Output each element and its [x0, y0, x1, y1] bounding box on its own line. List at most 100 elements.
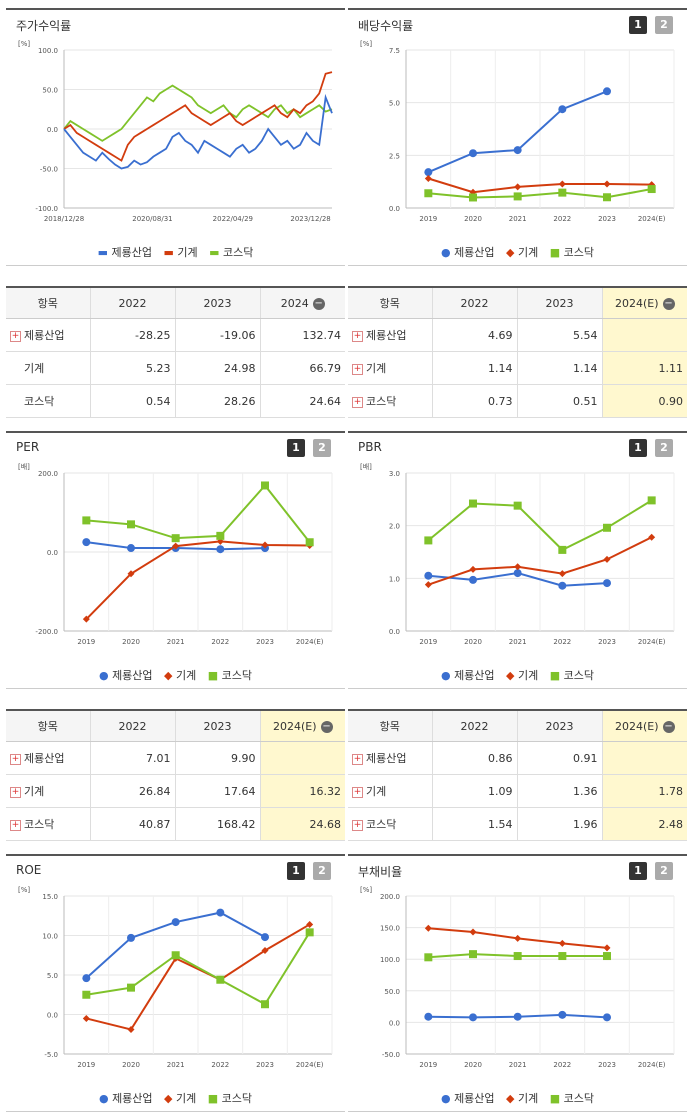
- legend-item-s1[interactable]: ● 제룡산업: [440, 1092, 495, 1105]
- col-header: 항목: [348, 286, 432, 319]
- expand-icon[interactable]: +: [10, 786, 21, 798]
- x-tick-label: 2022: [553, 638, 571, 646]
- expand-icon[interactable]: +: [352, 363, 363, 375]
- view-1-button[interactable]: 1: [629, 862, 647, 880]
- y-tick-label: 2.5: [389, 152, 400, 160]
- data-point-circle: [513, 1012, 522, 1021]
- data-point-circle: [261, 933, 269, 942]
- expand-icon[interactable]: +: [10, 819, 21, 831]
- col-header: 2024(E) −: [259, 709, 345, 742]
- view-1-button[interactable]: 1: [629, 16, 647, 34]
- y-tick-label: 150.0: [380, 925, 400, 933]
- chart-legend: ● 제룡산업 ◆ 기계 ■ 코스닥: [348, 1090, 687, 1106]
- legend-item-s1[interactable]: ● 제룡산업: [98, 1092, 153, 1105]
- expand-icon[interactable]: +: [352, 753, 363, 765]
- expand-icon[interactable]: +: [10, 330, 21, 342]
- legend-circle-icon: ●: [98, 669, 109, 682]
- data-point-circle: [171, 918, 180, 927]
- data-point-square: [647, 185, 656, 194]
- series-line-3: [428, 188, 652, 199]
- legend-item-s2[interactable]: ◆ 기계: [506, 1092, 539, 1105]
- view-2-button[interactable]: 2: [313, 439, 331, 457]
- x-tick-label: 2019: [419, 215, 437, 223]
- panel-title: ROE: [16, 863, 42, 877]
- data-point-circle: [469, 149, 477, 158]
- per-panel: PER 1 2 [배] 200.0 0.0 -200.0 2019 2020 2021 202…: [6, 431, 345, 689]
- legend-item-s1[interactable]: ● 제룡산업: [440, 669, 495, 682]
- legend-item-s3[interactable]: ▬ 코스닥: [209, 246, 254, 259]
- table-row: + 제룡산업 4.69 5.54: [348, 318, 687, 352]
- x-tick-label: 2024(E): [638, 1061, 666, 1069]
- data-point-square: [261, 1000, 269, 1009]
- legend-item-s2[interactable]: ◆ 기계: [506, 669, 539, 682]
- expand-icon[interactable]: +: [10, 753, 21, 765]
- collapse-icon[interactable]: −: [662, 720, 675, 733]
- y-tick-label: 15.0: [42, 893, 58, 901]
- x-tick-label: 2023/12/28: [290, 215, 330, 223]
- y-tick-label: 3.0: [389, 470, 400, 478]
- legend-item-s1[interactable]: ● 제룡산업: [440, 246, 495, 259]
- legend-item-s2[interactable]: ◆ 기계: [506, 246, 539, 259]
- legend-item-s3[interactable]: ■ 코스닥: [549, 669, 595, 682]
- data-point-square: [216, 531, 225, 540]
- y-tick-label: 7.5: [389, 47, 400, 55]
- data-point-circle: [127, 544, 135, 553]
- x-tick-label: 2023: [256, 1061, 274, 1069]
- chart-legend: ● 제룡산업 ◆ 기계 ■ 코스닥: [348, 667, 687, 683]
- data-point-diamond: [514, 934, 522, 942]
- y-tick-label: 100.0: [38, 47, 58, 55]
- view-1-button[interactable]: 1: [287, 439, 305, 457]
- collapse-icon[interactable]: −: [320, 720, 333, 733]
- data-point-square: [305, 928, 314, 937]
- series-line-2: [85, 540, 310, 620]
- legend-item-s1[interactable]: ● 제룡산업: [98, 669, 153, 682]
- legend-item-s3[interactable]: ■ 코스닥: [549, 246, 595, 259]
- col-header: 2023: [516, 709, 602, 742]
- data-point-diamond: [172, 542, 180, 550]
- y-tick-label: 2.0: [389, 523, 400, 531]
- dividend-table: 항목 2022 2023 2024(E) − + 제룡산업 4.69 5.54 + 기계 1.14…: [348, 286, 687, 418]
- x-tick-label: 2022: [553, 1061, 571, 1069]
- legend-item-s2[interactable]: ◆ 기계: [164, 669, 197, 682]
- x-tick-label: 2024(E): [296, 1061, 324, 1069]
- view-2-button[interactable]: 2: [313, 862, 331, 880]
- legend-item-s2[interactable]: ◆ 기계: [164, 1092, 197, 1105]
- table-row: + 제룡산업 -28.25 -19.06 132.74: [6, 318, 345, 352]
- col-header: 항목: [6, 286, 90, 319]
- expand-icon[interactable]: +: [352, 330, 363, 342]
- expand-icon[interactable]: +: [352, 396, 363, 408]
- x-tick-label: 2021: [167, 1061, 185, 1069]
- legend-item-s3[interactable]: ■ 코스닥: [207, 1092, 253, 1105]
- collapse-icon[interactable]: −: [662, 297, 675, 310]
- collapse-icon[interactable]: −: [312, 297, 325, 310]
- expand-icon[interactable]: +: [352, 786, 363, 798]
- y-tick-label: 50.0: [384, 988, 400, 996]
- view-2-button[interactable]: 2: [655, 439, 673, 457]
- y-tick-label: 5.0: [47, 972, 58, 980]
- unit-label: [%]: [360, 886, 372, 894]
- legend-item-s1[interactable]: ▬ 제룡산업: [97, 246, 152, 259]
- data-point-circle: [469, 1013, 477, 1022]
- view-1-button[interactable]: 1: [629, 439, 647, 457]
- series-line-3: [86, 483, 311, 543]
- legend-square-icon: ■: [549, 1092, 561, 1105]
- unit-label: [%]: [360, 40, 372, 48]
- legend-item-s3[interactable]: ■ 코스닥: [549, 1092, 595, 1105]
- legend-square-icon: ■: [207, 669, 219, 682]
- y-tick-label: -200.0: [35, 628, 58, 636]
- view-2-button[interactable]: 2: [655, 862, 673, 880]
- series-line-3: [86, 931, 311, 1006]
- data-point-square: [305, 538, 314, 547]
- table-row: + 기계 1.09 1.36 1.78: [348, 774, 687, 808]
- x-tick-label: 2022/04/29: [213, 215, 253, 223]
- view-2-button[interactable]: 2: [655, 16, 673, 34]
- legend-item-s3[interactable]: ■ 코스닥: [207, 669, 253, 682]
- legend-item-s2[interactable]: ▬ 기계: [163, 246, 198, 259]
- expand-icon[interactable]: +: [352, 819, 363, 831]
- data-point-circle: [82, 538, 91, 547]
- col-header: 2023: [516, 286, 602, 319]
- data-point-square: [424, 536, 433, 545]
- y-tick-label: 0.0: [389, 1019, 400, 1027]
- view-1-button[interactable]: 1: [287, 862, 305, 880]
- chart-legend: ● 제룡산업 ◆ 기계 ■ 코스닥: [348, 244, 687, 260]
